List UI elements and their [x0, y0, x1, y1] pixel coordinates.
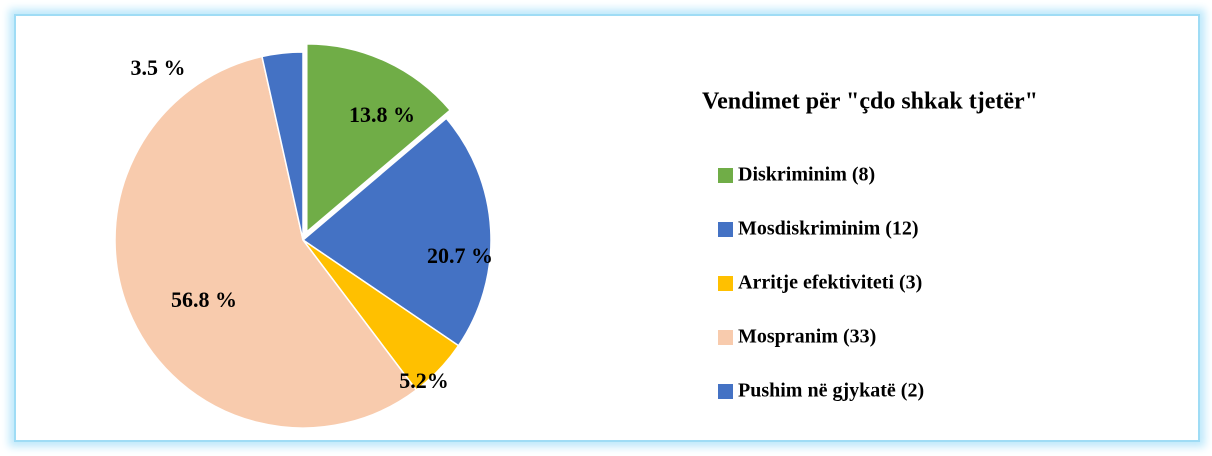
legend-swatch [718, 276, 733, 291]
legend-label: Mospranim (33) [738, 326, 876, 348]
pie-slice [301, 117, 492, 347]
legend-label: Mosdiskriminim (12) [738, 218, 919, 240]
legend-swatch [718, 330, 733, 345]
pie-slice [306, 43, 452, 234]
data-label: 20.7 % [427, 243, 493, 268]
chart-title: Vendimet për "çdo shkak tjetër" [702, 89, 1038, 115]
legend-swatch [718, 222, 733, 237]
data-label: 13.8 % [349, 102, 415, 127]
pie-slice [114, 55, 418, 429]
legend-swatch [718, 384, 733, 399]
pie-slice [261, 51, 304, 241]
data-label: 5.2% [399, 368, 449, 393]
data-label: 3.5 % [131, 55, 186, 80]
legend-label: Diskriminim (8) [738, 164, 875, 186]
data-label: 56.8 % [171, 287, 237, 312]
legend-swatch [718, 168, 733, 183]
legend-label: Arritje efektiviteti (3) [738, 272, 922, 294]
legend-label: Pushim në gjykatë (2) [738, 380, 924, 402]
